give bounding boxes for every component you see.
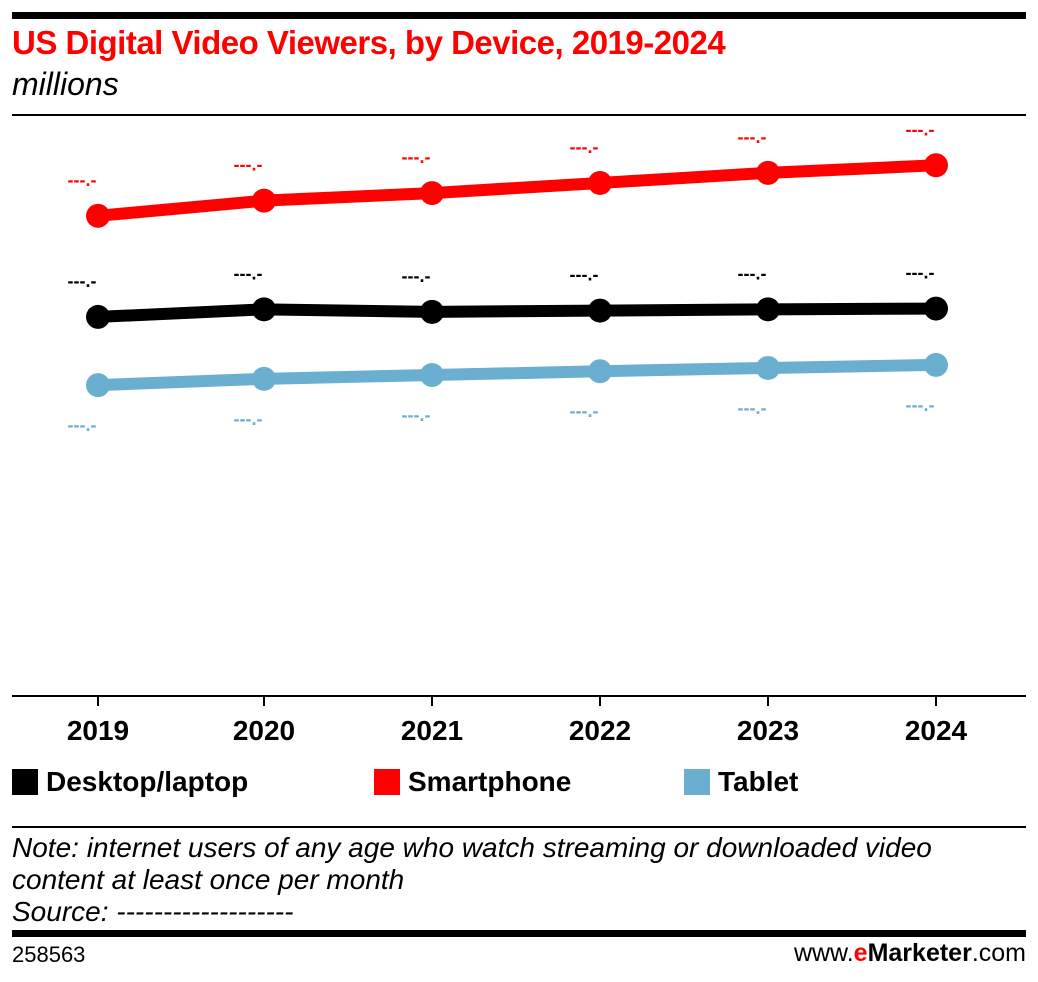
point-smartphone-2024	[924, 153, 948, 178]
legend-swatch-desktop-laptop	[12, 769, 38, 795]
data-label-smartphone-2023: ---.-	[738, 127, 767, 147]
chart-id: 258563	[12, 942, 86, 967]
point-desktop-laptop-2024	[924, 296, 948, 321]
legend-label-desktop-laptop: Desktop/laptop	[46, 766, 249, 797]
point-smartphone-2021	[420, 181, 444, 206]
data-label-tablet-2020: ---.-	[234, 409, 263, 429]
legend-swatch-smartphone	[374, 769, 400, 795]
data-label-tablet-2024: ---.-	[906, 395, 935, 415]
point-tablet-2023	[756, 355, 780, 380]
point-desktop-laptop-2021	[420, 299, 444, 324]
x-tick-label-2020: 2020	[233, 715, 295, 746]
point-desktop-laptop-2020	[252, 297, 276, 322]
brand-name: Marketer	[867, 939, 972, 967]
data-label-smartphone-2020: ---.-	[234, 155, 263, 175]
data-label-desktop-laptop-2019: ---.-	[68, 271, 97, 291]
legend-item-desktop-laptop: Desktop/laptop	[12, 766, 248, 798]
point-tablet-2021	[420, 363, 444, 388]
data-label-tablet-2021: ---.-	[402, 405, 431, 425]
data-label-desktop-laptop-2022: ---.-	[570, 265, 599, 285]
series-line-tablet	[92, 358, 942, 392]
point-desktop-laptop-2019	[86, 304, 110, 329]
data-label-tablet-2023: ---.-	[738, 398, 767, 418]
line-chart: 2019 2020 2021 2022 2023 2024 ---.- ---.- ---.- -…	[12, 119, 1026, 746]
legend-label-smartphone: Smartphone	[408, 766, 572, 797]
point-desktop-laptop-2023	[756, 297, 780, 322]
data-label-desktop-laptop-2020: ---.-	[234, 263, 263, 283]
x-tick-label-2021: 2021	[401, 715, 463, 746]
point-tablet-2022	[588, 359, 612, 384]
point-tablet-2019	[86, 373, 110, 398]
point-smartphone-2019	[86, 203, 110, 228]
brand-suffix: .com	[971, 939, 1026, 967]
x-tick-label-2019: 2019	[67, 715, 129, 746]
legend-item-tablet: Tablet	[684, 766, 798, 798]
chart-note: Note: internet users of any age who watc…	[12, 832, 932, 895]
data-label-smartphone-2024: ---.-	[906, 119, 935, 139]
brand-e: e	[853, 939, 868, 967]
point-desktop-laptop-2022	[588, 298, 612, 323]
brand-link[interactable]: www.eMarketer.com	[794, 939, 1026, 968]
point-smartphone-2022	[588, 170, 612, 195]
x-tick-label-2023: 2023	[737, 715, 799, 746]
data-label-tablet-2022: ---.-	[570, 401, 599, 421]
chart-subtitle: millions	[12, 66, 119, 102]
point-smartphone-2023	[756, 160, 780, 185]
data-label-tablet-2019: ---.-	[68, 415, 97, 435]
data-label-smartphone-2021: ---.-	[402, 147, 431, 167]
legend-label-tablet: Tablet	[718, 766, 799, 797]
x-tick-label-2024: 2024	[905, 715, 968, 746]
data-label-desktop-laptop-2024: ---.-	[906, 263, 935, 283]
x-tick-label-2022: 2022	[569, 715, 631, 746]
brand-prefix: www.	[793, 939, 854, 967]
data-label-desktop-laptop-2021: ---.-	[402, 266, 431, 286]
point-tablet-2020	[252, 366, 276, 391]
legend-item-smartphone: Smartphone	[374, 766, 571, 798]
point-tablet-2024	[924, 352, 948, 377]
chart-source: Source: -------------------	[12, 896, 294, 927]
data-label-smartphone-2019: ---.-	[68, 170, 97, 190]
bottom-rule	[12, 930, 1026, 937]
chart-title: US Digital Video Viewers, by Device, 201…	[12, 24, 726, 61]
title-divider	[12, 114, 1026, 116]
legend-swatch-tablet	[684, 769, 710, 795]
point-smartphone-2020	[252, 188, 276, 213]
data-label-smartphone-2022: ---.-	[570, 137, 599, 157]
series-line-smartphone	[92, 159, 942, 222]
data-label-desktop-laptop-2023: ---.-	[738, 263, 767, 283]
series-line-desktop-laptop	[92, 302, 942, 323]
note-divider	[12, 826, 1026, 828]
top-rule	[12, 12, 1026, 19]
